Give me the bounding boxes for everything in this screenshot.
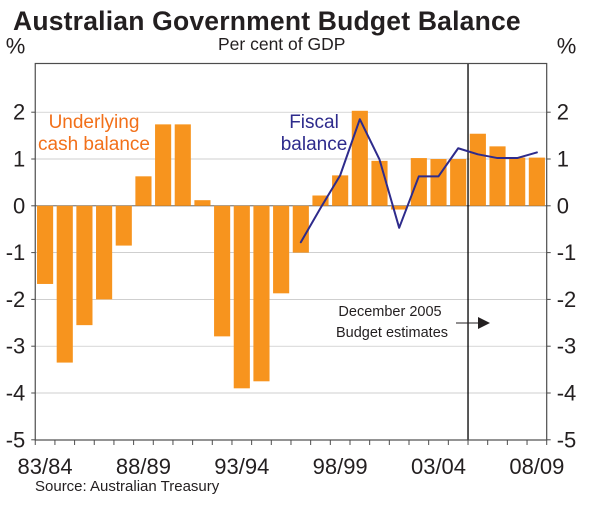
svg-text:%: %	[6, 34, 26, 59]
svg-text:-2: -2	[557, 287, 577, 312]
svg-text:08/09: 08/09	[509, 454, 564, 479]
svg-text:-2: -2	[6, 287, 26, 312]
svg-text:2: 2	[557, 100, 569, 125]
svg-text:1: 1	[13, 147, 25, 172]
svg-text:0: 0	[557, 193, 569, 218]
svg-text:0: 0	[13, 193, 25, 218]
svg-text:%: %	[557, 34, 577, 59]
svg-text:98/99: 98/99	[313, 454, 368, 479]
svg-text:03/04: 03/04	[411, 454, 466, 479]
svg-text:-1: -1	[6, 240, 26, 265]
svg-text:2: 2	[13, 100, 25, 125]
svg-text:-1: -1	[557, 240, 577, 265]
svg-text:1: 1	[557, 147, 569, 172]
svg-text:-3: -3	[6, 334, 26, 359]
svg-text:-5: -5	[557, 427, 577, 452]
svg-text:cash balance: cash balance	[38, 134, 150, 155]
svg-text:balance: balance	[281, 134, 348, 155]
svg-text:-3: -3	[557, 334, 577, 359]
svg-text:Budget estimates: Budget estimates	[336, 325, 448, 341]
svg-text:83/84: 83/84	[18, 454, 73, 479]
svg-text:-4: -4	[557, 381, 577, 406]
svg-text:-4: -4	[6, 381, 26, 406]
svg-text:88/89: 88/89	[116, 454, 171, 479]
svg-text:93/94: 93/94	[214, 454, 269, 479]
svg-text:-5: -5	[6, 427, 26, 452]
svg-text:December 2005: December 2005	[338, 304, 441, 320]
svg-text:Underlying: Underlying	[49, 112, 140, 133]
svg-text:Fiscal: Fiscal	[289, 112, 339, 133]
